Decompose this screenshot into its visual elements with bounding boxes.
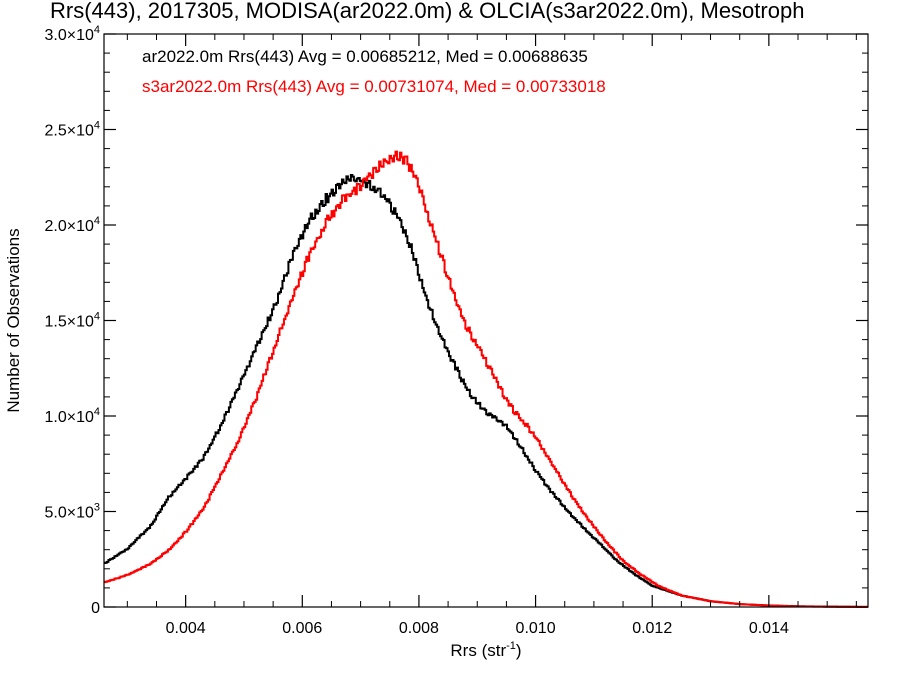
y-tick-label: 5.0×103 xyxy=(44,502,100,522)
x-tick-label: 0.006 xyxy=(282,620,322,637)
x-tick-label: 0.008 xyxy=(399,620,439,637)
legend-entry-modis: ar2022.0m Rrs(443) Avg = 0.00685212, Med… xyxy=(142,47,588,66)
y-tick-label: 0 xyxy=(91,600,100,617)
series-line-modis xyxy=(104,175,868,607)
x-tick-label: 0.012 xyxy=(632,620,672,637)
y-axis-label: Number of Observations xyxy=(4,228,23,412)
y-tick-label: 3.0×104 xyxy=(44,24,100,44)
series-line-olci xyxy=(104,152,868,607)
y-tick-label: 1.5×104 xyxy=(44,311,100,331)
x-tick-label: 0.004 xyxy=(166,620,206,637)
tick-layer: 0.004 0.006 0.008 0.010 0.012 0.014 0 5.0×103 1.… xyxy=(44,24,868,637)
y-tick-label: 1.0×104 xyxy=(44,406,100,426)
plot-frame xyxy=(104,34,868,607)
x-tick-label: 0.014 xyxy=(749,620,789,637)
legend-entry-olci: s3ar2022.0m Rrs(443) Avg = 0.00731074, M… xyxy=(142,77,606,96)
y-tick-label: 2.0×104 xyxy=(44,215,100,235)
x-tick-label: 0.010 xyxy=(516,620,556,637)
series-layer xyxy=(104,152,868,607)
x-axis-label: Rrs (str-1) xyxy=(450,640,521,660)
y-tick-label: 2.5×104 xyxy=(44,120,100,140)
